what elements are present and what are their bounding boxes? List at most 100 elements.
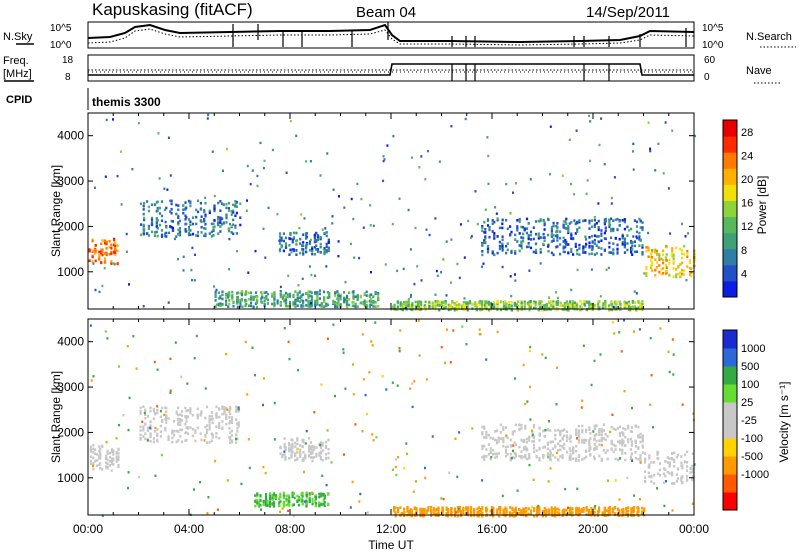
echo-cell — [527, 234, 530, 237]
echo-cell — [178, 230, 182, 233]
echo-cell — [382, 179, 385, 183]
echo-cell — [221, 405, 224, 409]
echo-cell — [578, 247, 581, 250]
echo-cell — [479, 509, 483, 513]
echo-cell — [633, 219, 636, 222]
echo-cell — [618, 224, 621, 227]
echo-cell — [489, 457, 492, 461]
echo-cell — [285, 171, 288, 174]
echo-cell — [112, 463, 115, 466]
echo-cell — [287, 340, 290, 344]
echo-cell — [634, 305, 637, 308]
echo-cell — [481, 265, 483, 268]
echo-cell — [630, 227, 633, 231]
echo-cell — [300, 213, 303, 216]
echo-cell — [574, 232, 577, 235]
colorbar-swatch — [723, 456, 737, 475]
echo-cell — [305, 502, 308, 505]
echo-cell — [514, 443, 517, 447]
echo-cell — [225, 352, 228, 356]
echo-cell — [538, 427, 541, 430]
echo-cell — [244, 340, 247, 344]
echo-cell — [235, 405, 238, 409]
echo-cell — [370, 303, 373, 306]
echo-cell — [171, 440, 174, 444]
echo-cell — [641, 305, 644, 308]
echo-cell — [595, 445, 598, 448]
echo-cell — [608, 241, 611, 245]
echo-cell — [360, 197, 363, 201]
echo-cell — [679, 263, 682, 266]
echo-cell — [229, 405, 232, 409]
echo-cell — [334, 305, 337, 309]
echo-cell — [616, 458, 620, 462]
echo-cell — [235, 441, 238, 444]
echo-cell — [294, 458, 297, 462]
echo-cell — [512, 444, 515, 447]
echo-cell — [466, 302, 469, 306]
echo-cell — [144, 423, 147, 426]
echo-cell — [508, 511, 512, 514]
echo-cell — [146, 232, 149, 235]
echo-cell — [588, 219, 591, 223]
echo-cell — [392, 135, 395, 138]
echo-cell — [550, 235, 553, 238]
echo-cell — [564, 487, 567, 491]
echo-cell — [228, 294, 231, 297]
echo-cell — [597, 202, 600, 205]
echo-cell — [139, 410, 142, 413]
echo-cell — [302, 438, 305, 442]
echo-cell — [583, 457, 586, 460]
echo-cell — [641, 226, 644, 229]
echo-cell — [579, 509, 582, 512]
echo-cell — [254, 291, 258, 294]
echo-cell — [261, 301, 264, 304]
echo-cell — [314, 494, 317, 497]
echo-cell — [529, 178, 532, 181]
echo-cell — [487, 154, 490, 158]
echo-cell — [361, 430, 364, 433]
echo-cell — [479, 512, 483, 516]
echo-cell — [548, 173, 551, 176]
echo-cell — [481, 447, 484, 450]
echo-cell — [370, 298, 373, 301]
echo-cell — [189, 426, 192, 429]
echo-cell — [457, 507, 460, 511]
echo-cell — [297, 368, 299, 372]
echo-cell — [271, 302, 274, 306]
echo-cell — [543, 236, 546, 239]
echo-cell — [156, 200, 159, 204]
echo-cell — [639, 459, 642, 463]
echo-cell — [358, 256, 361, 260]
echo-cell — [552, 305, 555, 309]
echo-cell — [223, 409, 226, 412]
echo-cell — [506, 445, 509, 448]
echo-cell — [185, 417, 188, 420]
echo-cell — [169, 174, 172, 177]
x-tick-label: 16:00 — [477, 522, 507, 536]
echo-cell — [554, 508, 557, 511]
echo-cell — [237, 424, 240, 428]
echo-cell — [156, 368, 159, 371]
echo-cell — [562, 247, 565, 250]
echo-cell — [351, 363, 354, 366]
echo-cell — [290, 453, 293, 457]
echo-cell — [581, 306, 584, 309]
echo-cell — [116, 262, 119, 266]
echo-cell — [584, 251, 587, 254]
echo-cell — [552, 253, 555, 257]
echo-cell — [354, 295, 357, 299]
echo-cell — [494, 452, 497, 456]
echo-cell — [641, 444, 644, 447]
echo-cell — [227, 292, 230, 296]
echo-cell — [284, 446, 287, 449]
echo-cell — [403, 300, 406, 304]
echo-cell — [571, 511, 574, 515]
echo-cell — [492, 507, 495, 510]
echo-cell — [609, 223, 612, 227]
echo-cell — [425, 511, 428, 514]
echo-cell — [409, 508, 412, 511]
echo-cell — [665, 266, 668, 269]
echo-cell — [588, 306, 591, 309]
echo-cell — [638, 217, 641, 221]
